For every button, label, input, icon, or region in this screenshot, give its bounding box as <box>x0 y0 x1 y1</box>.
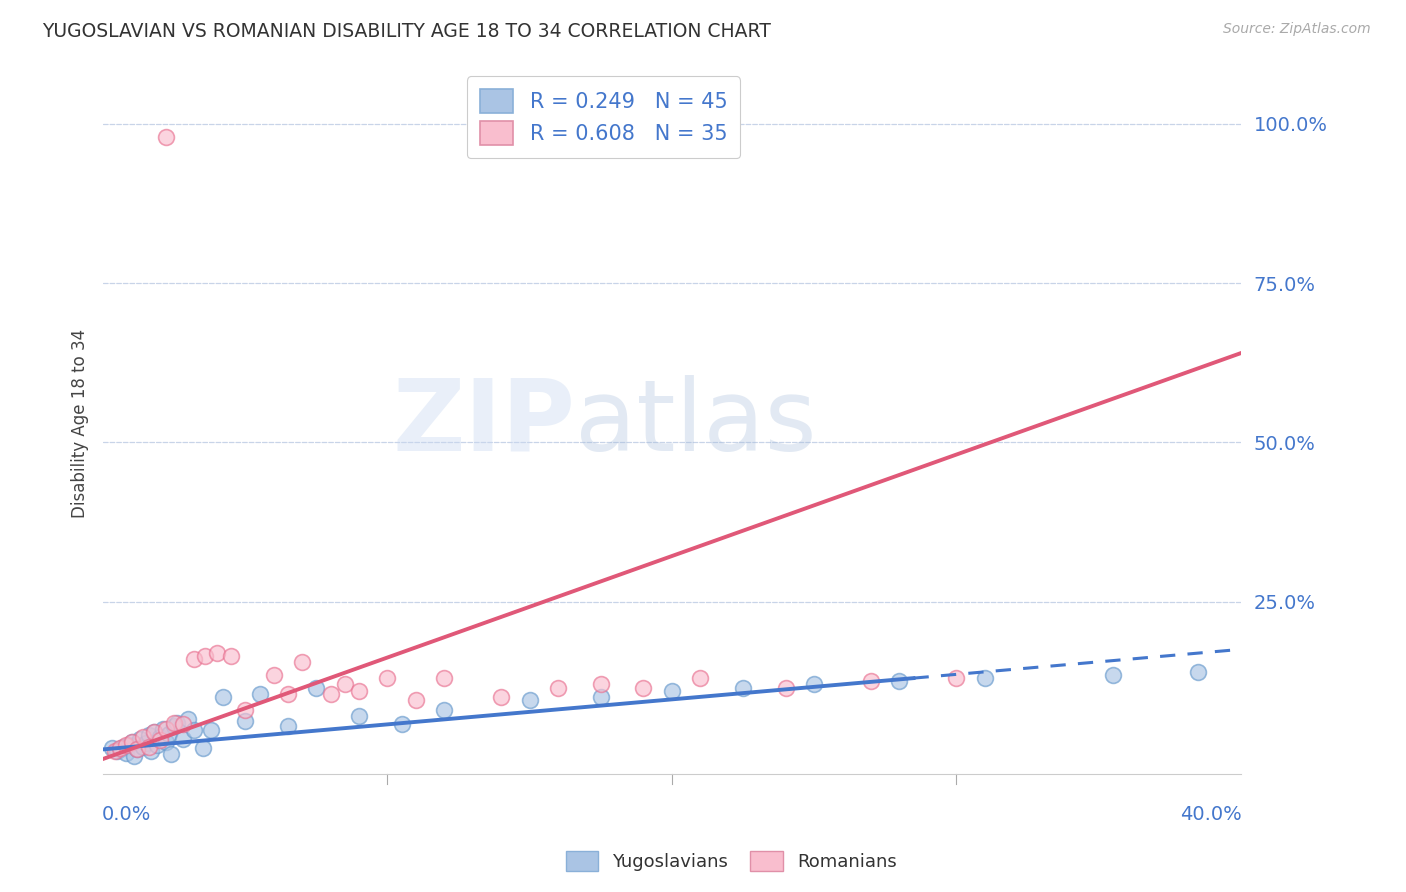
Point <box>152 722 174 736</box>
Point <box>160 747 183 762</box>
Point <box>163 715 186 730</box>
Point <box>115 746 138 760</box>
Point <box>191 741 214 756</box>
Point <box>233 714 256 729</box>
Point <box>183 652 205 666</box>
Point <box>163 719 186 733</box>
Point <box>108 741 131 756</box>
Point <box>108 742 131 756</box>
Point <box>177 713 200 727</box>
Point <box>973 671 995 685</box>
Point <box>405 693 427 707</box>
Point <box>149 733 172 747</box>
Point <box>1101 668 1123 682</box>
Point <box>112 739 135 754</box>
Point <box>194 648 217 663</box>
Point <box>146 738 169 752</box>
Point <box>291 655 314 669</box>
Legend: Yugoslavians, Romanians: Yugoslavians, Romanians <box>558 844 904 879</box>
Point <box>138 739 160 754</box>
Point <box>155 735 177 749</box>
Point <box>277 687 299 701</box>
Point <box>547 681 569 695</box>
Point <box>489 690 512 705</box>
Point <box>519 693 541 707</box>
Point <box>118 738 141 752</box>
Point <box>100 741 122 756</box>
Legend: R = 0.249   N = 45, R = 0.608   N = 35: R = 0.249 N = 45, R = 0.608 N = 35 <box>467 77 740 158</box>
Point <box>589 690 612 705</box>
Point <box>127 742 149 756</box>
Point <box>138 728 160 742</box>
Point <box>859 674 882 689</box>
Text: atlas: atlas <box>575 375 817 472</box>
Point <box>121 735 143 749</box>
Point <box>141 744 163 758</box>
Point <box>219 648 242 663</box>
Point <box>689 671 711 685</box>
Point <box>105 744 128 758</box>
Point <box>166 715 188 730</box>
Y-axis label: Disability Age 18 to 34: Disability Age 18 to 34 <box>72 329 89 518</box>
Point <box>731 681 754 695</box>
Point <box>121 735 143 749</box>
Point <box>143 725 166 739</box>
Text: Source: ZipAtlas.com: Source: ZipAtlas.com <box>1223 22 1371 37</box>
Text: 40.0%: 40.0% <box>1180 805 1241 824</box>
Point <box>127 742 149 756</box>
Point <box>945 671 967 685</box>
Point <box>347 709 370 723</box>
Point <box>124 748 146 763</box>
Text: 0.0%: 0.0% <box>103 805 152 824</box>
Point <box>661 683 683 698</box>
Point <box>263 668 285 682</box>
Point <box>143 725 166 739</box>
Point <box>377 671 399 685</box>
Point <box>103 744 125 758</box>
Point <box>633 681 655 695</box>
Point <box>211 690 233 705</box>
Point <box>433 671 456 685</box>
Point <box>115 738 138 752</box>
Point <box>775 681 797 695</box>
Point <box>205 646 228 660</box>
Point <box>305 681 328 695</box>
Point <box>155 129 177 144</box>
Point <box>391 717 413 731</box>
Text: ZIP: ZIP <box>392 375 575 472</box>
Point <box>589 677 612 691</box>
Point <box>172 731 194 746</box>
Point <box>333 677 356 691</box>
Point <box>155 722 177 736</box>
Point <box>200 723 222 738</box>
Point <box>1187 665 1209 679</box>
Point <box>149 730 172 744</box>
Point <box>433 703 456 717</box>
Point <box>233 703 256 717</box>
Point <box>157 727 180 741</box>
Point <box>129 731 152 746</box>
Point <box>132 730 155 744</box>
Point <box>172 717 194 731</box>
Point <box>803 677 825 691</box>
Point <box>347 683 370 698</box>
Point <box>249 687 271 701</box>
Point <box>889 674 911 689</box>
Point <box>183 723 205 738</box>
Point <box>135 736 157 750</box>
Point <box>132 739 155 754</box>
Text: YUGOSLAVIAN VS ROMANIAN DISABILITY AGE 18 TO 34 CORRELATION CHART: YUGOSLAVIAN VS ROMANIAN DISABILITY AGE 1… <box>42 22 770 41</box>
Point <box>319 687 342 701</box>
Point <box>277 719 299 733</box>
